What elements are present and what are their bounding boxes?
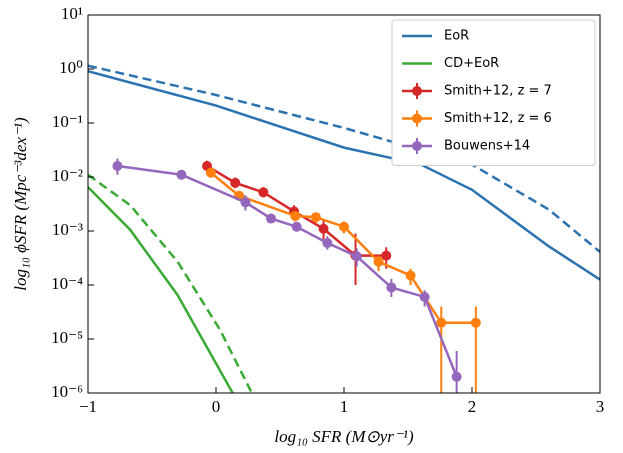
- series-line: [210, 171, 476, 324]
- data-point: [310, 212, 321, 223]
- x-tick-label: 0: [212, 397, 221, 416]
- legend-box: [391, 19, 596, 166]
- y-axis-label: log₁₀ ϕSFR (Mpc⁻³dex⁻¹): [11, 117, 30, 291]
- legend-label: CD+EoR: [444, 56, 499, 71]
- x-axis-label: log₁₀ SFR (M⊙yr⁻¹): [274, 427, 414, 446]
- legend-swatch: [412, 141, 422, 151]
- x-tick-label: 3: [596, 397, 605, 416]
- data-point: [240, 197, 251, 208]
- data-point: [291, 221, 302, 232]
- data-point: [176, 169, 187, 180]
- legend-label: Smith+12, z = 6: [444, 111, 552, 126]
- data-point: [386, 282, 397, 293]
- y-tick-label: 10⁻²: [52, 166, 83, 185]
- data-point: [266, 213, 277, 224]
- y-tick-label: 10¹: [61, 4, 83, 23]
- y-tick-label: 10⁻¹: [52, 112, 83, 131]
- data-point: [351, 251, 362, 262]
- legend-swatch: [412, 86, 422, 96]
- data-point: [318, 223, 329, 234]
- data-point: [230, 177, 241, 188]
- series-line: [88, 186, 234, 393]
- legend-label: Smith+12, z = 7: [444, 84, 552, 99]
- data-point: [470, 317, 481, 328]
- x-tick-label: 2: [468, 397, 477, 416]
- y-tick-label: 10⁰: [59, 58, 83, 77]
- legend-label: EoR: [444, 29, 469, 44]
- legend-swatch: [412, 113, 422, 124]
- data-point: [381, 250, 392, 261]
- data-point: [405, 270, 416, 281]
- y-tick-label: 10⁻³: [52, 220, 83, 239]
- data-point: [322, 237, 333, 248]
- series-line: [117, 164, 458, 378]
- legend-label: Bouwens+14: [444, 139, 530, 154]
- data-point: [112, 160, 123, 171]
- data-point: [436, 317, 447, 328]
- data-point: [451, 371, 462, 382]
- data-point: [339, 221, 349, 232]
- y-tick-label: 10⁻⁵: [51, 328, 83, 347]
- data-point: [419, 291, 430, 302]
- x-tick-label: 1: [340, 397, 349, 416]
- data-point: [373, 256, 384, 267]
- x-tick-label: −1: [79, 397, 97, 416]
- data-point: [205, 167, 216, 178]
- data-point: [258, 187, 269, 198]
- data-point: [290, 210, 301, 221]
- y-tick-label: 10⁻⁴: [51, 274, 83, 293]
- y-tick-label: 10⁻⁶: [51, 382, 83, 401]
- series-line: [88, 173, 253, 393]
